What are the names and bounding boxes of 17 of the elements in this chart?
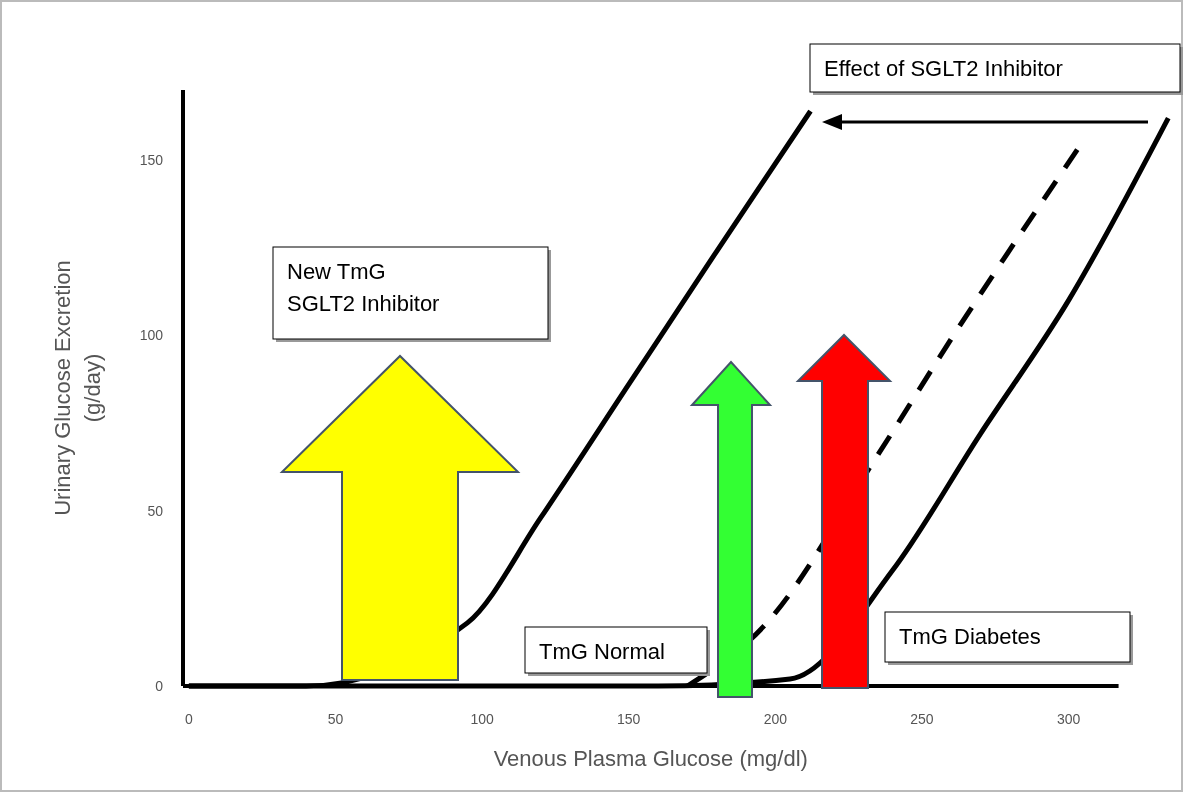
annotation: TmG Normal <box>539 639 665 664</box>
y-tick-label: 150 <box>139 152 164 169</box>
x-tick-label: 300 <box>1056 711 1081 727</box>
y-tick-label: 0 <box>155 678 164 694</box>
annotation: New TmG SGLT2 Inhibitor <box>287 259 440 316</box>
x-tick-label: 0 <box>184 711 193 727</box>
x-tick-label: 200 <box>763 711 788 727</box>
y-tick-label: 50 <box>147 502 164 519</box>
x-tick-label: 50 <box>327 711 344 727</box>
x-axis-title: Venous Plasma Glucose (mg/dl) <box>493 746 808 771</box>
y-tick-label: 100 <box>139 327 164 344</box>
annotation: TmG Diabetes <box>899 624 1041 649</box>
y-axis-title: Urinary Glucose Excretion (g/day) <box>50 260 105 516</box>
text: Effect of SGLT2 Inhibitor <box>824 56 1063 81</box>
x-tick-label: 250 <box>910 711 934 727</box>
x-tick-label: 150 <box>617 711 641 727</box>
x-tick-label: 100 <box>470 711 494 727</box>
